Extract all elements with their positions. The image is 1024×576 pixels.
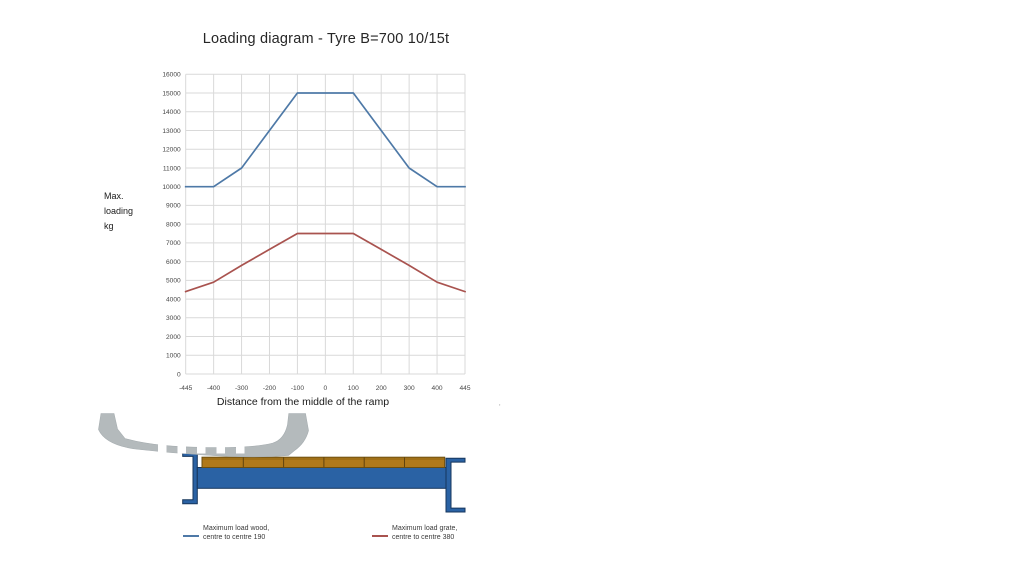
legend-line-sample-grate [372, 535, 388, 537]
legend-item-grate: Maximum load grate, centre to centre 380 [372, 524, 457, 542]
chart-plot: 0100020003000400050006000700080009000100… [162, 72, 470, 393]
y-axis-label: Max. loading kg [104, 191, 134, 231]
svg-text:-300: -300 [235, 385, 249, 392]
svg-text:13000: 13000 [162, 128, 181, 135]
tyre-tread-gaps [158, 444, 245, 454]
ramp-cross-section [98, 413, 466, 513]
series-line-1 [184, 232, 467, 293]
tyre-cross-section [98, 413, 309, 458]
stray-mark: ' [499, 403, 501, 412]
chart-title: Loading diagram - Tyre B=700 10/15t [202, 31, 450, 47]
svg-text:400: 400 [432, 385, 443, 392]
svg-text:-100: -100 [291, 385, 305, 392]
svg-text:2000: 2000 [166, 334, 181, 341]
svg-text:445: 445 [459, 385, 470, 392]
legend-label-wood: Maximum load wood, centre to centre 190 [203, 525, 270, 541]
ramp-deck-beam [196, 467, 447, 489]
x-tick-labels: -445 -400 -300 -200 -100 0 100 200 300 400 445 [179, 385, 471, 392]
legend-label-grate: Maximum load grate, centre to centre 380 [392, 525, 458, 541]
svg-text:6000: 6000 [166, 259, 181, 266]
svg-text:14000: 14000 [162, 109, 181, 116]
svg-text:3000: 3000 [166, 315, 181, 322]
y-tick-labels: 0 1000 2000 3000 4000 5000 6000 7000 8000 9000 100… [162, 72, 181, 379]
svg-text:100: 100 [348, 385, 359, 392]
svg-text:0: 0 [324, 385, 328, 392]
svg-text:8000: 8000 [166, 221, 181, 228]
svg-text:300: 300 [404, 385, 415, 392]
svg-text:-400: -400 [207, 385, 221, 392]
x-axis-title: Distance from the middle of the ramp [216, 396, 390, 408]
svg-text:15000: 15000 [162, 90, 181, 97]
series-lines [184, 92, 467, 293]
svg-text:-200: -200 [263, 385, 277, 392]
svg-text:0: 0 [177, 371, 181, 378]
svg-text:16000: 16000 [162, 72, 181, 79]
svg-text:11000: 11000 [163, 165, 181, 172]
svg-text:-445: -445 [179, 385, 193, 392]
wood-planks [201, 456, 446, 469]
legend-item-wood: Maximum load wood, centre to centre 190 [183, 524, 269, 542]
legend-line-sample-wood [183, 535, 199, 537]
svg-text:5000: 5000 [166, 278, 181, 285]
ramp-right-channel [445, 457, 466, 513]
svg-text:7000: 7000 [166, 240, 181, 247]
plank-seams [242, 457, 405, 468]
v-gridlines [185, 74, 466, 374]
svg-text:200: 200 [376, 385, 387, 392]
ramp-left-channel [182, 452, 198, 505]
svg-text:12000: 12000 [162, 147, 181, 154]
svg-text:4000: 4000 [166, 296, 181, 303]
svg-text:1000: 1000 [166, 353, 181, 360]
series-line-0 [184, 92, 466, 188]
svg-text:9000: 9000 [166, 203, 181, 210]
svg-text:10000: 10000 [162, 184, 181, 191]
